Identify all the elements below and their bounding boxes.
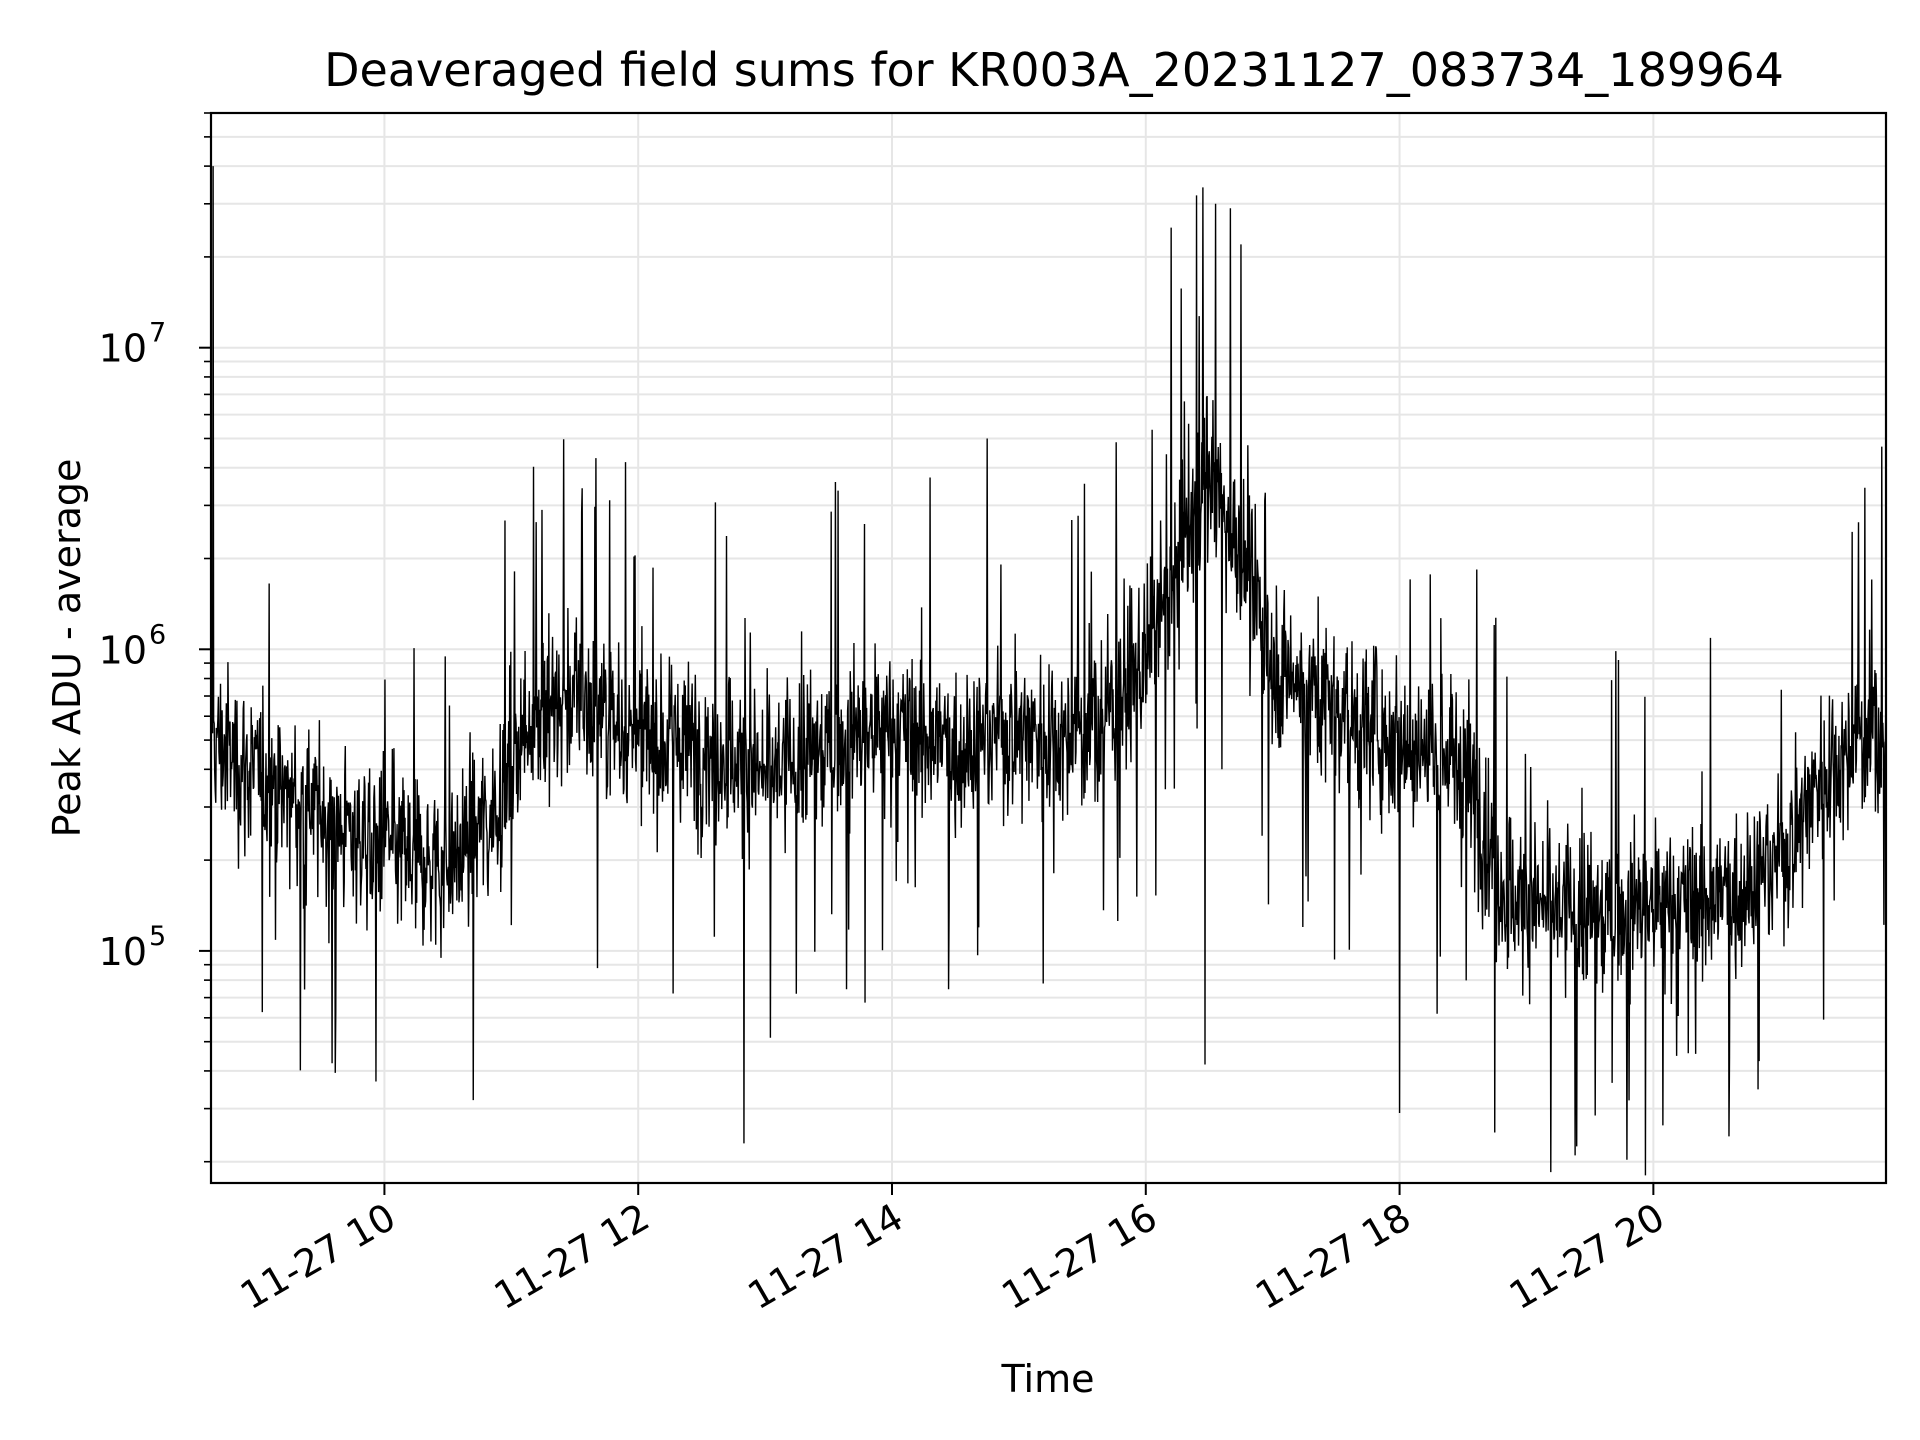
y-tick-label: 10: [99, 327, 147, 371]
series-line: [211, 166, 1886, 1176]
chart-title: Deaveraged field sums for KR003A_2023112…: [324, 43, 1784, 97]
plot-frame: [209, 111, 1888, 1185]
y-tick-label: 10: [99, 930, 147, 974]
y-tick-label: 10: [99, 628, 147, 672]
major-grid: [211, 113, 1886, 1183]
y-tick-label-exponent: 7: [149, 318, 166, 349]
y-tick-label-exponent: 5: [149, 921, 166, 952]
x-axis-label: Time: [1001, 1357, 1095, 1401]
y-axis-label: Peak ADU - average: [45, 459, 89, 838]
y-tick-label-exponent: 6: [149, 619, 166, 650]
